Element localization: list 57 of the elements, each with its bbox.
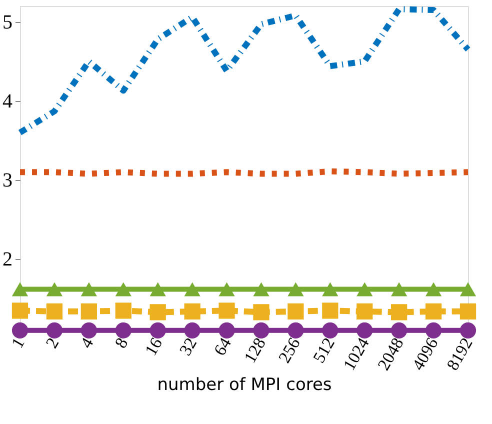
x-tick-label: 4 [76, 334, 98, 352]
point [288, 322, 304, 338]
point [218, 282, 235, 296]
point [46, 322, 63, 338]
point [46, 282, 63, 296]
point [46, 303, 63, 320]
y-tick-label: 3 [2, 170, 12, 192]
x-tick-label: 2 [42, 334, 63, 352]
point [322, 322, 338, 338]
x-axis-title: number of MPI cores [157, 374, 332, 395]
point [80, 303, 97, 320]
point [12, 322, 28, 338]
point [356, 322, 373, 338]
point [12, 282, 28, 296]
point [115, 302, 132, 319]
point [391, 282, 408, 296]
point [115, 282, 132, 296]
point [288, 303, 304, 320]
x-tick-label: 128 [240, 334, 270, 366]
point [356, 282, 373, 296]
point [115, 322, 132, 338]
x-tick-label: 512 [309, 334, 338, 366]
point [322, 302, 338, 319]
point [184, 303, 200, 320]
point [150, 282, 166, 296]
y-tick-label: 2 [2, 248, 12, 271]
point [253, 304, 270, 320]
point [253, 282, 270, 296]
x-tick-label: 8 [110, 334, 132, 352]
point [391, 304, 408, 320]
x-tick-label: 16 [141, 334, 166, 359]
x-tick-label: 1 [8, 334, 28, 352]
point [150, 322, 166, 338]
point [150, 304, 166, 320]
point [425, 282, 442, 296]
point [218, 322, 235, 338]
point [288, 282, 304, 296]
point [322, 282, 338, 296]
point [80, 322, 97, 338]
point [12, 302, 28, 319]
point [460, 303, 476, 320]
point [184, 282, 200, 296]
point [425, 322, 442, 338]
point [356, 303, 373, 320]
point [391, 322, 408, 338]
x-tick-label: 32 [176, 334, 201, 359]
y-tick-label: 4 [2, 90, 12, 112]
point [460, 282, 476, 296]
point [218, 302, 235, 319]
x-tick-label: 256 [274, 334, 304, 366]
y-tick-label: 5 [2, 11, 12, 34]
point [184, 322, 200, 338]
point [425, 303, 442, 320]
point [80, 282, 97, 296]
x-tick-label: 64 [210, 334, 236, 359]
point [460, 322, 476, 338]
point [253, 322, 270, 338]
